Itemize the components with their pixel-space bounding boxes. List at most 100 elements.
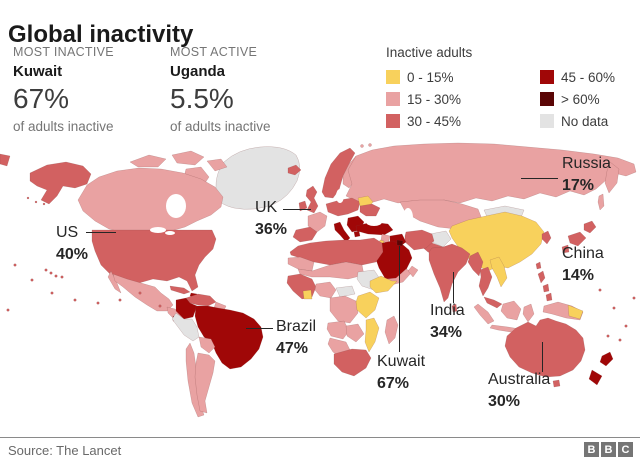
region-uk	[305, 185, 319, 214]
region-madagascar	[384, 315, 399, 345]
stat-most-active: MOST ACTIVE Uganda 5.5% of adults inacti…	[170, 45, 322, 134]
island-dot	[13, 263, 17, 267]
region-india	[428, 243, 471, 303]
island-dot	[6, 308, 10, 312]
legend-item: No data	[540, 110, 615, 132]
legend-column-1: 0 - 15% 15 - 30% 30 - 45%	[386, 66, 461, 132]
island-dot	[624, 324, 628, 328]
region-vietnam	[489, 256, 508, 288]
map-label-brazil: Brazil 47%	[276, 316, 316, 360]
legend-swatch-45-60	[540, 70, 554, 84]
legend-swatch-30-45	[386, 114, 400, 128]
stat-country: Kuwait	[13, 63, 63, 80]
region-south-africa	[333, 348, 372, 377]
region-tasmania	[552, 379, 561, 388]
map-label-value: 34%	[430, 324, 463, 341]
bbc-logo-block: B	[584, 442, 599, 457]
region-scandinavia	[321, 147, 356, 199]
pacific-island-dots	[6, 263, 636, 342]
region-arctic-islands	[129, 154, 167, 168]
map-label-value: 30%	[488, 393, 521, 410]
region-philippines	[537, 270, 546, 284]
region-aleutians	[42, 202, 46, 206]
region-central-african-republic	[335, 285, 356, 298]
bbc-logo: B B C	[584, 442, 633, 457]
region-new-zealand-south	[588, 369, 603, 386]
region-france	[307, 211, 328, 233]
island-dot	[138, 291, 142, 295]
region-mozambique	[364, 317, 380, 353]
region-bolivia	[198, 336, 216, 354]
region-brazil	[194, 305, 264, 370]
stat-caption: of adults inactive	[13, 119, 114, 134]
stat-heading: MOST INACTIVE	[13, 45, 114, 59]
map-label-value: 17%	[562, 177, 595, 194]
map-label-country: Russia	[562, 155, 611, 172]
island-dot	[44, 268, 48, 272]
stat-value: 67%	[13, 83, 70, 114]
map-label-us: US 40%	[56, 222, 88, 266]
island-dot	[50, 291, 54, 295]
caspian-sea	[403, 208, 413, 228]
island-dot	[96, 301, 100, 305]
stat-value: 5.5%	[170, 83, 234, 114]
region-aleutians	[26, 196, 30, 200]
region-myanmar	[467, 251, 484, 277]
legend-label: 15 - 30%	[407, 91, 462, 107]
region-argentina	[194, 352, 216, 414]
stat-country: Uganda	[170, 63, 226, 80]
map-label-russia: Russia 17%	[562, 153, 611, 197]
island-dot	[598, 288, 602, 292]
region-alaska	[29, 161, 92, 205]
hudson-bay	[166, 194, 186, 218]
map-label-india: India 34%	[430, 300, 465, 344]
region-iberia	[292, 226, 318, 243]
region-philippines	[542, 283, 550, 293]
region-australia	[504, 317, 586, 378]
region-japan-kyushu	[561, 244, 570, 254]
page-title: Global inactivity	[8, 21, 194, 49]
legend-label: 30 - 45%	[407, 113, 462, 129]
leader-line-india	[453, 272, 454, 303]
island-dot	[618, 338, 622, 342]
region-svalbard	[368, 143, 372, 147]
map-label-kuwait: Kuwait 67%	[377, 351, 425, 395]
region-cuba	[169, 285, 191, 295]
map-label-country: Kuwait	[377, 353, 426, 370]
baltic-sea	[336, 189, 344, 203]
map-label-country: Brazil	[276, 318, 317, 335]
island-dot	[30, 278, 34, 282]
region-ghana	[302, 289, 313, 300]
region-nigeria	[314, 281, 337, 299]
island-dot	[158, 304, 162, 308]
island-dot	[49, 271, 53, 275]
region-chukotka	[0, 153, 11, 167]
stat-most-inactive: MOST INACTIVE Kuwait 67% of adults inact…	[13, 45, 165, 134]
black-sea	[366, 218, 382, 226]
region-zambia-zimbabwe	[345, 323, 365, 343]
region-sulawesi	[522, 303, 535, 323]
region-kuwait	[396, 239, 404, 247]
map-label-australia: Australia 30%	[488, 369, 550, 413]
map-label-china: China 14%	[562, 243, 604, 287]
map-label-country: US	[56, 224, 79, 241]
great-lakes	[150, 227, 166, 233]
island-dot	[118, 298, 122, 302]
region-sakhalin	[597, 193, 605, 211]
region-angola	[326, 320, 350, 340]
great-lakes	[165, 231, 175, 235]
region-greenland	[215, 146, 300, 210]
legend-label: 0 - 15%	[407, 69, 454, 85]
legend-swatch-nodata	[540, 114, 554, 128]
legend-label: 45 - 60%	[561, 69, 616, 85]
island-dot	[73, 298, 77, 302]
legend-item: > 60%	[540, 88, 615, 110]
island-dot	[60, 275, 64, 279]
island-dot	[606, 334, 610, 338]
region-greece	[353, 230, 361, 238]
leader-line-russia	[521, 178, 558, 179]
bbc-logo-block: C	[618, 442, 633, 457]
region-us	[91, 229, 217, 292]
region-central-europe	[325, 197, 361, 217]
region-thailand	[478, 266, 493, 297]
